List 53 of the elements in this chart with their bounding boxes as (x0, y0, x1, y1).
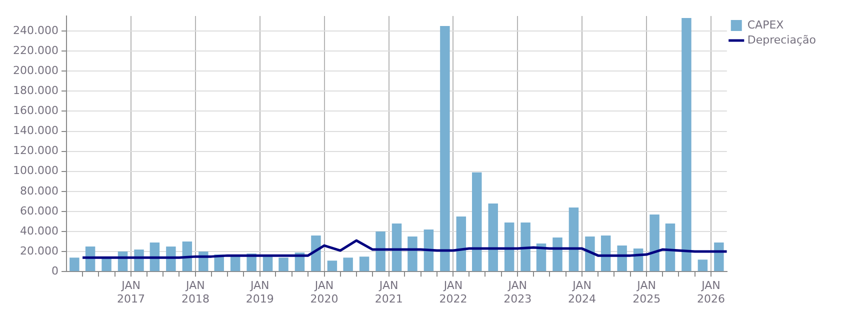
bar (714, 242, 724, 272)
x-tick-label: JAN 2019 (246, 279, 274, 306)
bar (70, 258, 80, 272)
bar (650, 214, 660, 272)
bar (392, 223, 402, 272)
y-tick-label: 40.000 (20, 224, 58, 238)
x-tick-label: JAN 2020 (310, 279, 338, 306)
bar (343, 258, 353, 272)
bar (359, 256, 370, 272)
y-tick-label: 120.000 (12, 144, 58, 158)
y-tick-label: 100.000 (12, 164, 58, 178)
bar (376, 232, 386, 272)
bar (440, 26, 450, 272)
y-tick-label: 200.000 (12, 64, 58, 77)
y-tick-label: 60.000 (20, 204, 58, 218)
y-tick-label: 220.000 (12, 44, 58, 57)
x-tick-label: JAN 2026 (696, 279, 725, 306)
y-tick-label: 140.000 (12, 124, 58, 138)
y-tick-label: 240.000 (12, 24, 58, 37)
bar (617, 246, 627, 272)
y-tick-label: 0 (51, 264, 58, 278)
y-tick-label: 20.000 (20, 244, 58, 258)
x-tick-label: JAN 2025 (632, 279, 661, 306)
bar (552, 238, 562, 272)
bar (568, 207, 579, 272)
bar (278, 258, 288, 272)
x-tick-label: JAN 2018 (181, 279, 210, 306)
bar (472, 172, 482, 272)
y-tick-label: 80.000 (20, 184, 58, 198)
x-tick-label: JAN 2021 (374, 279, 403, 306)
bar (327, 260, 338, 272)
bar (424, 230, 434, 272)
bar (311, 236, 321, 272)
legend-label: Depreciação (747, 33, 816, 46)
bar (166, 246, 176, 272)
y-tick-label: 160.000 (12, 104, 58, 118)
y-tick-label: 180.000 (12, 84, 58, 98)
bar (665, 223, 676, 272)
x-tick-label: JAN 2023 (504, 279, 532, 306)
bar (262, 256, 273, 272)
bar (408, 236, 418, 272)
bar (600, 236, 611, 272)
bar (682, 18, 692, 272)
bar (585, 236, 595, 272)
x-tick-label: JAN 2017 (117, 279, 146, 306)
bar (488, 203, 498, 272)
bar (698, 260, 708, 272)
bar (504, 222, 514, 272)
x-tick-label: JAN 2024 (568, 279, 596, 306)
bar (456, 216, 466, 272)
x-tick-label: JAN 2022 (439, 279, 468, 306)
legend-label: CAPEX (747, 18, 784, 32)
bar (520, 222, 530, 272)
